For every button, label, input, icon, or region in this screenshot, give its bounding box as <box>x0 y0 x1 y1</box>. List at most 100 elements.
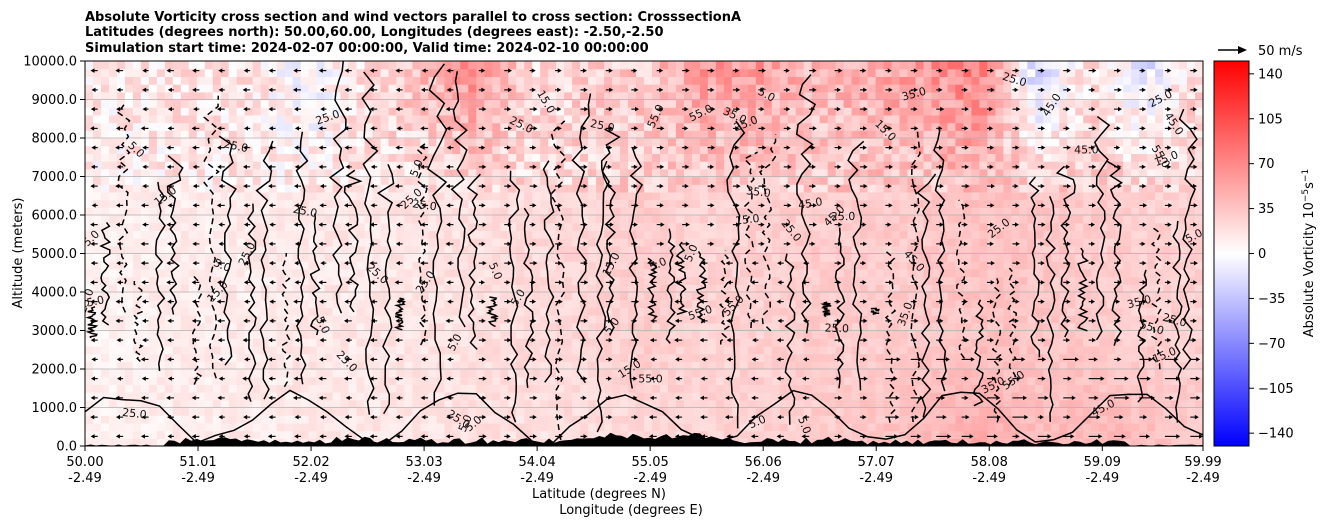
vorticity-cell <box>803 330 813 339</box>
vorticity-cell <box>795 268 805 278</box>
vorticity-cell <box>779 184 789 193</box>
vorticity-cell <box>636 253 645 262</box>
vorticity-cell <box>372 207 382 216</box>
vorticity-cell <box>452 76 461 85</box>
vorticity-cell <box>524 199 533 208</box>
vorticity-cell <box>492 292 501 301</box>
vorticity-cell <box>524 153 533 162</box>
vorticity-cell <box>771 315 781 324</box>
vorticity-cell <box>660 422 669 432</box>
vorticity-cell <box>132 99 142 108</box>
vorticity-cell <box>755 207 765 216</box>
vorticity-cell <box>156 415 166 424</box>
vorticity-cell <box>348 99 358 108</box>
vorticity-cell <box>779 130 789 139</box>
vorticity-cell <box>116 107 126 116</box>
vorticity-cell <box>580 384 589 393</box>
vorticity-cell <box>436 338 445 347</box>
vorticity-cell <box>644 261 653 270</box>
vorticity-cell <box>268 422 278 432</box>
vorticity-cell <box>140 91 150 101</box>
vorticity-cell <box>220 407 230 416</box>
vorticity-cell <box>268 122 278 131</box>
vorticity-cell <box>396 384 405 393</box>
vorticity-cell <box>819 369 829 378</box>
vorticity-cell <box>436 415 445 424</box>
vorticity-cell <box>771 353 781 362</box>
vorticity-cell <box>516 330 525 339</box>
vorticity-cell <box>436 399 445 409</box>
vorticity-cell <box>516 84 525 93</box>
vorticity-cell <box>324 322 334 332</box>
vorticity-cell <box>771 199 781 208</box>
vorticity-cell <box>116 315 126 324</box>
vorticity-cell <box>843 145 853 154</box>
vorticity-cell <box>867 68 877 77</box>
vorticity-cell <box>468 222 477 231</box>
vorticity-cell <box>252 176 262 185</box>
vorticity-cell <box>532 176 541 185</box>
vorticity-cell <box>675 91 685 101</box>
vorticity-cell <box>548 61 557 70</box>
vorticity-cell <box>172 145 182 154</box>
vorticity-cell <box>516 138 525 147</box>
vorticity-cell <box>492 61 501 70</box>
vorticity-cell <box>164 61 174 70</box>
vorticity-cell <box>468 384 477 393</box>
vorticity-cell <box>588 138 597 147</box>
vorticity-cell <box>731 76 741 85</box>
vorticity-cell <box>851 315 861 324</box>
vorticity-cell <box>683 138 693 147</box>
vorticity-cell <box>492 84 501 93</box>
vorticity-cell <box>556 184 565 193</box>
vorticity-cell <box>811 292 821 301</box>
vorticity-cell <box>436 392 445 401</box>
vorticity-cell <box>739 114 749 124</box>
vorticity-cell <box>500 215 509 224</box>
vorticity-cell <box>252 215 262 224</box>
vorticity-cell <box>308 99 318 108</box>
vorticity-cell <box>452 145 461 154</box>
vorticity-cell <box>124 430 134 439</box>
vorticity-cell <box>548 307 557 316</box>
vorticity-cell <box>596 415 605 424</box>
vorticity-cell <box>532 399 541 409</box>
vorticity-cell <box>260 315 270 324</box>
vorticity-cell <box>739 84 749 93</box>
vorticity-cell <box>699 392 709 401</box>
vorticity-cell <box>747 114 757 124</box>
vorticity-cell <box>652 315 661 324</box>
vorticity-cell <box>524 384 533 393</box>
vorticity-cell <box>308 430 318 439</box>
vorticity-cell <box>620 292 629 301</box>
vorticity-cell <box>811 345 821 355</box>
vorticity-cell <box>101 114 110 124</box>
vorticity-cell <box>436 61 445 70</box>
vorticity-cell <box>851 207 861 216</box>
vorticity-cell <box>412 322 421 332</box>
vorticity-cell <box>116 261 126 270</box>
vorticity-cell <box>556 292 565 301</box>
vorticity-cell <box>476 199 485 208</box>
vorticity-cell <box>236 145 246 154</box>
vorticity-cell <box>644 407 653 416</box>
vorticity-cell <box>220 122 230 131</box>
vorticity-cell <box>188 276 198 285</box>
vorticity-cell <box>859 207 869 216</box>
vorticity-cell <box>747 168 757 178</box>
vorticity-cell <box>468 238 477 247</box>
vorticity-cell <box>468 330 477 339</box>
vorticity-cell <box>516 369 525 378</box>
vorticity-cell <box>484 361 493 370</box>
vorticity-cell <box>300 168 310 178</box>
vorticity-cell <box>660 130 669 139</box>
vorticity-cell <box>348 191 358 201</box>
vorticity-cell <box>795 299 805 308</box>
vorticity-cell <box>332 430 342 439</box>
vorticity-cell <box>500 230 509 239</box>
vorticity-cell <box>116 145 126 154</box>
vorticity-cell <box>220 392 230 401</box>
vorticity-cell <box>109 76 118 85</box>
vorticity-cell <box>524 422 533 432</box>
vorticity-cell <box>500 138 509 147</box>
